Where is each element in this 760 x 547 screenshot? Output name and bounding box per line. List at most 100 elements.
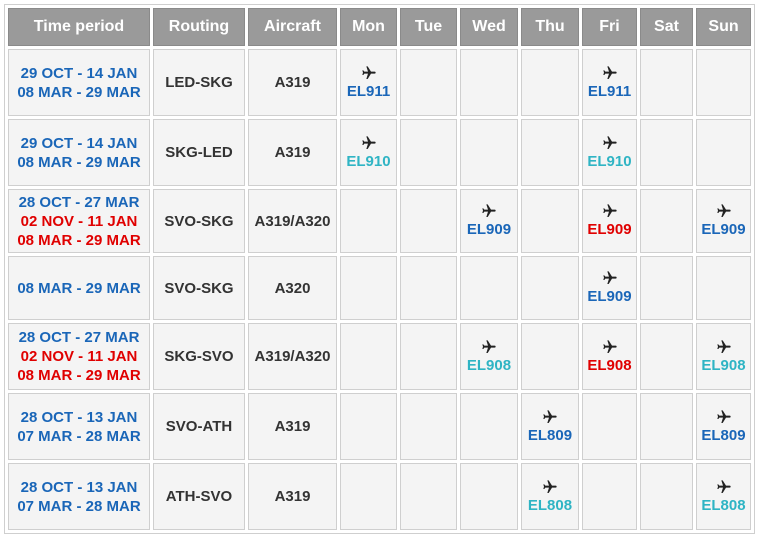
day-cell-wed: EL908 [460,323,518,390]
header-routing: Routing [153,8,245,46]
flight-number: EL908 [701,356,746,374]
day-cell-sat [640,463,693,530]
day-cell-mon [340,323,397,390]
period-range: 08 MAR - 29 MAR [17,153,141,171]
flight-number: EL911 [587,82,632,100]
flight-entry: EL909 [583,203,636,239]
flight-number: EL908 [587,356,632,374]
airplane-icon [542,479,558,497]
header-mon: Mon [340,8,397,46]
flight-entry: EL910 [583,135,636,171]
day-cell-fri: EL911 [582,49,637,116]
airplane-icon [481,203,497,221]
flight-number: EL808 [701,496,746,514]
time-period-cell: 28 OCT - 27 MAR 02 NOV - 11 JAN 08 MAR - 2… [8,189,150,253]
day-cell-mon [340,189,397,253]
aircraft-cell: A319/A320 [248,323,337,390]
day-cell-tue [400,119,457,186]
table-row: 28 OCT - 27 MAR 02 NOV - 11 JAN 08 MAR - 2… [8,323,751,390]
period-range: 08 MAR - 29 MAR [17,83,141,101]
airplane-icon [361,135,377,153]
day-cell-sat [640,256,693,320]
flight-entry: EL809 [697,409,750,445]
airplane-icon [716,479,732,497]
day-cell-sat [640,393,693,460]
airplane-icon [481,339,497,357]
table-row: 29 OCT - 14 JAN 08 MAR - 29 MAR SKG-LED A31… [8,119,751,186]
day-cell-wed [460,393,518,460]
day-cell-wed [460,119,518,186]
day-cell-sat [640,189,693,253]
flight-entry: EL909 [583,270,636,306]
day-cell-fri: EL910 [582,119,637,186]
header-aircraft: Aircraft [248,8,337,46]
day-cell-tue [400,323,457,390]
flight-number: EL909 [701,221,746,238]
day-cell-tue [400,463,457,530]
day-cell-mon [340,463,397,530]
day-cell-sun: EL808 [696,463,751,530]
flight-number: EL909 [587,288,632,305]
aircraft-cell: A319 [248,393,337,460]
header-thu: Thu [521,8,579,46]
day-cell-tue [400,256,457,320]
period-range: 02 NOV - 11 JAN [20,212,138,230]
flight-number: EL809 [701,426,746,444]
period-range: 28 OCT - 13 JAN [20,408,138,426]
header-sat: Sat [640,8,693,46]
period-range: 08 MAR - 29 MAR [17,367,141,384]
flight-entry: EL911 [341,65,396,101]
day-cell-fri [582,463,637,530]
flight-number: EL809 [527,426,573,444]
header-row: Time period Routing Aircraft Mon Tue Wed… [8,8,751,46]
airplane-icon [602,270,618,288]
flight-number: EL909 [466,221,512,238]
day-cell-mon: EL911 [340,49,397,116]
flight-entry: EL808 [697,479,750,515]
day-cell-thu [521,119,579,186]
day-cell-thu [521,49,579,116]
flight-entry: EL908 [461,339,517,375]
day-cell-sat [640,49,693,116]
day-cell-wed: EL909 [460,189,518,253]
period-range: 08 MAR - 29 MAR [17,279,141,297]
routing-cell: SVO-SKG [153,256,245,320]
time-period-cell: 29 OCT - 14 JAN 08 MAR - 29 MAR [8,49,150,116]
flight-entry: EL808 [522,479,578,515]
flight-entry: EL909 [697,203,750,239]
flight-entry: EL910 [341,135,396,171]
flight-number: EL808 [527,496,573,514]
routing-cell: SVO-SKG [153,189,245,253]
airplane-icon [542,409,558,427]
table-row: 28 OCT - 27 MAR 02 NOV - 11 JAN 08 MAR - 2… [8,189,751,253]
table-row: 29 OCT - 14 JAN 08 MAR - 29 MAR LED-SKG A31… [8,49,751,116]
flight-entry: EL908 [697,339,750,375]
header-tue: Tue [400,8,457,46]
day-cell-fri: EL908 [582,323,637,390]
time-period-cell: 28 OCT - 27 MAR 02 NOV - 11 JAN 08 MAR - 2… [8,323,150,390]
day-cell-thu [521,323,579,390]
day-cell-mon [340,393,397,460]
flight-entry: EL809 [522,409,578,445]
time-period-cell: 29 OCT - 14 JAN 08 MAR - 29 MAR [8,119,150,186]
day-cell-mon: EL910 [340,119,397,186]
routing-cell: LED-SKG [153,49,245,116]
flight-entry: EL909 [461,203,517,239]
day-cell-fri: EL909 [582,189,637,253]
flight-number: EL908 [466,356,512,374]
day-cell-wed [460,256,518,320]
period-range: 02 NOV - 11 JAN [20,348,138,365]
day-cell-mon [340,256,397,320]
aircraft-cell: A319 [248,49,337,116]
day-cell-sat [640,119,693,186]
period-range: 29 OCT - 14 JAN [20,134,138,152]
flight-entry: EL911 [583,65,636,101]
table-row: 28 OCT - 13 JAN 07 MAR - 28 MAR SVO-ATH A31… [8,393,751,460]
day-cell-tue [400,189,457,253]
day-cell-sun [696,119,751,186]
flight-number: EL910 [587,152,632,170]
day-cell-sun: EL909 [696,189,751,253]
period-range: 08 MAR - 29 MAR [17,231,141,249]
period-range: 28 OCT - 27 MAR [18,193,140,211]
airplane-icon [602,339,618,357]
